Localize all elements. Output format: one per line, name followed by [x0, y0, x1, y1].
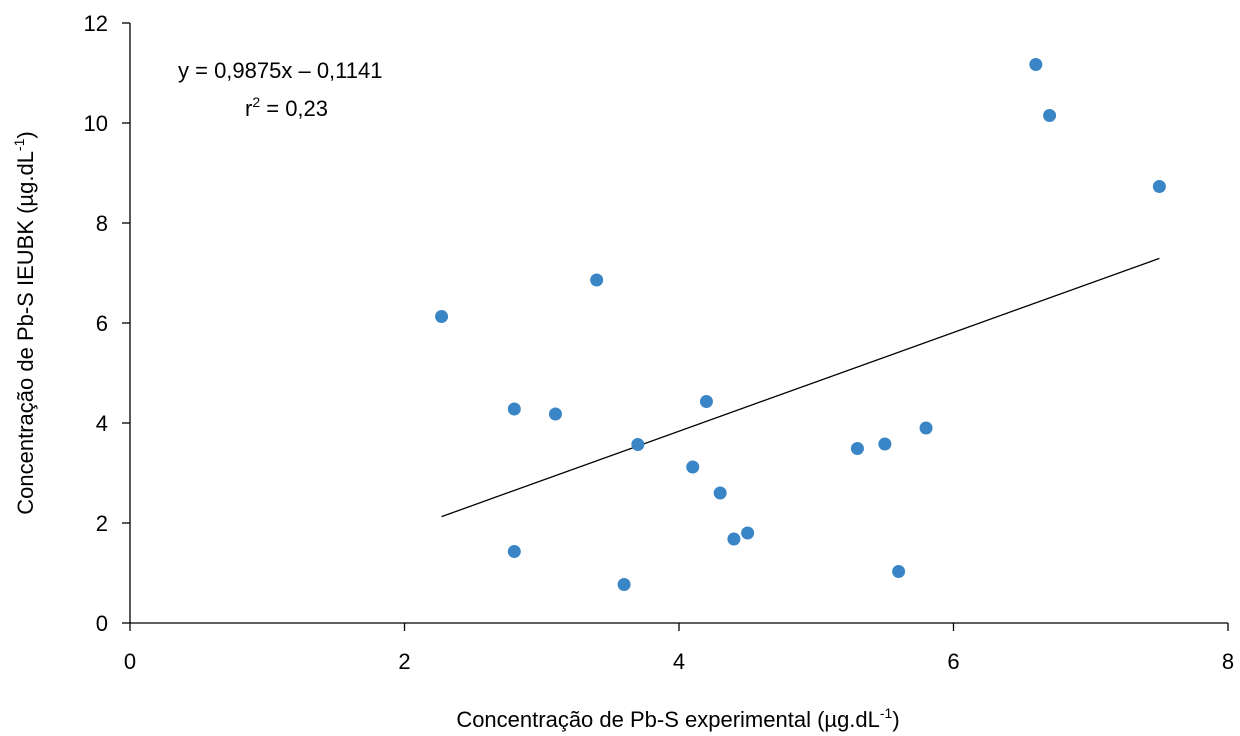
trendline-equation: y = 0,9875x – 0,1141 [178, 58, 382, 83]
data-point [1152, 180, 1166, 193]
y-tick-label: 12 [84, 11, 108, 36]
x-tick-label: 2 [398, 649, 410, 674]
data-point [850, 442, 864, 455]
y-tick-label: 6 [96, 311, 108, 336]
x-tick-label: 4 [673, 649, 685, 674]
data-point [590, 273, 604, 287]
data-point [713, 486, 727, 500]
data-point [507, 545, 521, 558]
trendline [441, 257, 1160, 518]
y-axis-title-superscript: -1 [11, 138, 27, 151]
data-point [741, 526, 755, 540]
x-axis-title-superscript: -1 [880, 705, 893, 721]
x-tick-label: 0 [124, 649, 136, 674]
data-point [686, 460, 700, 474]
r-squared-label: r2 = 0,23 [245, 94, 328, 121]
data-point [878, 437, 892, 451]
data-point [631, 438, 645, 451]
data-point [435, 310, 449, 323]
y-tick-label: 2 [96, 511, 108, 536]
data-point [617, 578, 631, 591]
r-squared-value: = 0,23 [260, 96, 328, 121]
x-axis-title: Concentração de Pb-S experimental (µg.dL… [456, 705, 899, 732]
data-point [727, 532, 741, 546]
y-axis-title-tail: ) [13, 131, 38, 138]
x-tick-label: 8 [1222, 649, 1234, 674]
y-tick-label: 4 [96, 411, 108, 436]
trendline-layer [441, 257, 1160, 518]
data-point [1029, 58, 1043, 71]
data-point [699, 395, 713, 408]
y-axis-title-base: Concentração de Pb-S IEUBK (µg.dL [13, 151, 38, 515]
data-point [1043, 109, 1057, 122]
y-tick-label: 8 [96, 211, 108, 236]
data-point [507, 402, 521, 416]
y-axis-title: Concentração de Pb-S IEUBK (µg.dL-1) [11, 131, 38, 514]
x-axis-title-tail: ) [892, 707, 899, 732]
data-point [919, 421, 933, 435]
r-squared-prefix: r [245, 96, 252, 121]
data-point [548, 407, 562, 421]
r-squared-superscript: 2 [252, 94, 260, 110]
x-tick-label: 6 [947, 649, 959, 674]
ticks-layer: 0 2 4 6 8 0 2 4 6 8 10 12 [84, 11, 1235, 674]
y-tick-label: 0 [96, 611, 108, 636]
data-point [892, 565, 906, 578]
points-layer [435, 58, 1166, 591]
x-axis-title-base: Concentração de Pb-S experimental (µg.dL [456, 707, 880, 732]
y-tick-label: 10 [84, 111, 108, 136]
